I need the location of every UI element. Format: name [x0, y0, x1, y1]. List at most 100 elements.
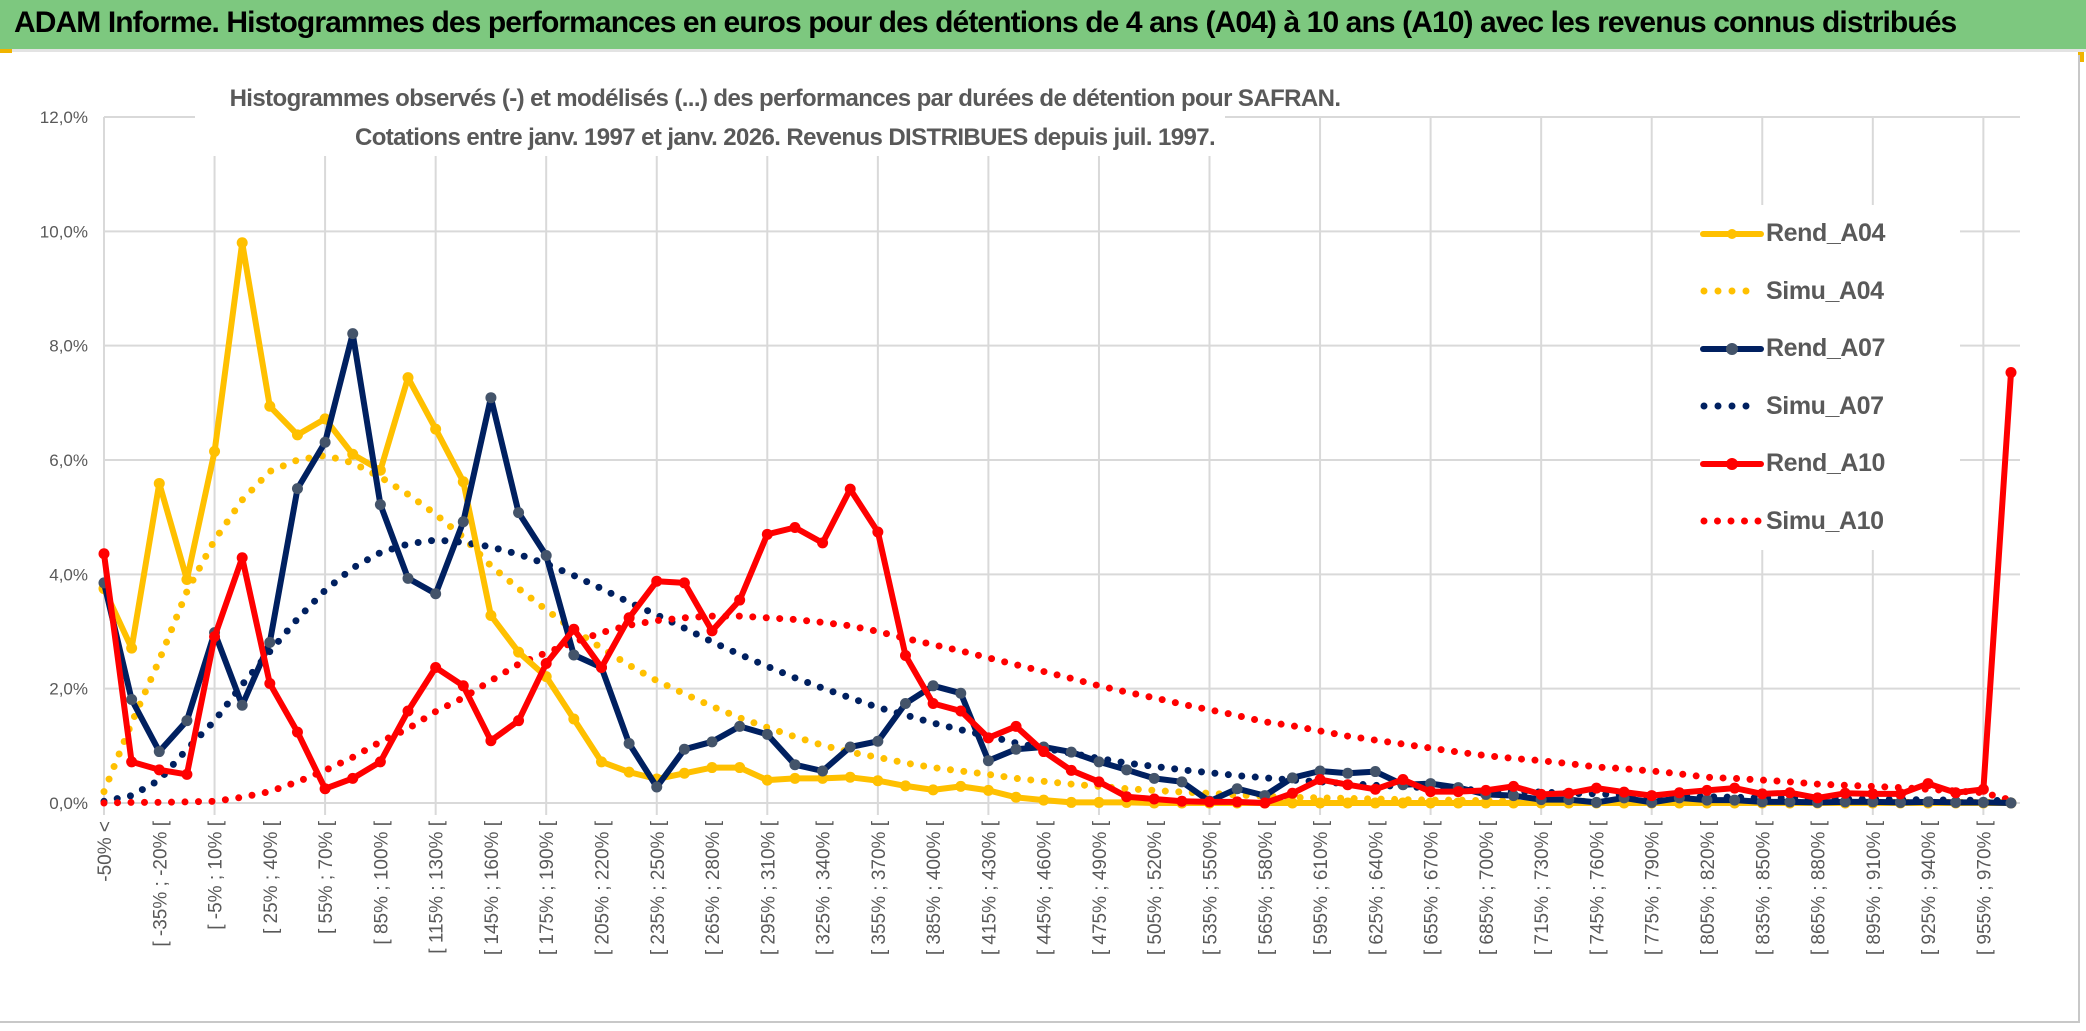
x-tick-label: [ 175% ; 190% [ [537, 820, 558, 955]
data-point [651, 575, 663, 587]
data-point [1812, 792, 1824, 804]
data-point [789, 759, 801, 771]
x-tick-label: [ 505% ; 520% [ [1145, 820, 1166, 955]
data-point [1922, 778, 1934, 790]
data-point [1065, 746, 1077, 758]
data-point [1452, 786, 1464, 798]
data-point [734, 720, 746, 732]
data-point [402, 705, 414, 717]
x-tick-label: [ 805% ; 820% [ [1698, 820, 1719, 955]
legend: Rend_A04 Simu_A04 Rend_A07 Simu_A07 Rend… [1700, 205, 1960, 550]
series-line [101, 369, 2014, 806]
data-point [761, 528, 773, 540]
data-point [291, 429, 303, 441]
data-point [678, 767, 690, 779]
data-point [291, 483, 303, 495]
legend-item-simu-a07[interactable]: Simu_A07 [1700, 378, 1960, 436]
data-point [678, 577, 690, 589]
y-tick-label: 2,0% [49, 680, 88, 699]
data-point [927, 698, 939, 710]
data-point [319, 436, 331, 448]
legend-label: Rend_A07 [1766, 334, 1886, 363]
data-point [98, 548, 110, 560]
series-line [100, 612, 2015, 807]
data-point [264, 678, 276, 690]
data-point [1342, 767, 1354, 779]
data-point [1010, 743, 1022, 755]
data-point [1231, 783, 1243, 795]
data-point [1563, 787, 1575, 799]
y-tick-label: 6,0% [49, 451, 88, 470]
legend-item-rend-a07[interactable]: Rend_A07 [1700, 320, 1960, 378]
data-point [1369, 783, 1381, 795]
data-point [236, 552, 248, 564]
x-tick-label: [ 745% ; 760% [ [1587, 820, 1608, 955]
data-point [734, 594, 746, 606]
x-tick-label: [ 865% ; 880% [ [1809, 820, 1830, 955]
legend-item-rend-a10[interactable]: Rend_A10 [1700, 435, 1960, 493]
data-point [1093, 756, 1105, 768]
data-point [1148, 772, 1160, 784]
data-point [540, 549, 552, 561]
x-tick-label: [ -5% ; 10% [ [206, 820, 227, 929]
data-point [457, 680, 469, 692]
legend-item-simu-a04[interactable]: Simu_A04 [1700, 263, 1960, 321]
data-point [1839, 796, 1851, 808]
data-point [1342, 797, 1354, 809]
x-tick-label: [ 955% ; 970% [ [1974, 820, 1995, 955]
data-point [595, 662, 607, 674]
data-point [927, 680, 939, 692]
legend-dotted-line-icon [1700, 287, 1756, 295]
x-tick-label: [ 445% ; 460% [ [1035, 820, 1056, 955]
series-simu-a10 [100, 612, 2015, 807]
data-point [899, 780, 911, 792]
x-tick-label: [ 715% ; 730% [ [1532, 820, 1553, 955]
data-point [1618, 786, 1630, 798]
data-point [955, 705, 967, 717]
x-tick-label: [ -35% ; -20% [ [150, 820, 171, 946]
legend-label: Rend_A10 [1766, 449, 1886, 478]
data-point [706, 625, 718, 637]
x-tick-label: [ 895% ; 910% [ [1864, 820, 1885, 955]
x-tick-label: [ 355% ; 370% [ [869, 820, 890, 955]
data-point [623, 766, 635, 778]
data-point [1369, 797, 1381, 809]
data-point [623, 612, 635, 624]
data-point [761, 774, 773, 786]
data-point [1701, 784, 1713, 796]
legend-label: Simu_A07 [1766, 391, 1884, 420]
data-point [789, 521, 801, 533]
data-point [872, 775, 884, 787]
x-tick-label: [ 205% ; 220% [ [592, 820, 613, 955]
data-point [1922, 796, 1934, 808]
data-point [457, 476, 469, 488]
x-tick-label: [ 265% ; 280% [ [703, 820, 724, 955]
data-point [1977, 783, 1989, 795]
data-point [347, 448, 359, 460]
x-tick-label: [ 595% ; 610% [ [1311, 820, 1332, 955]
x-tick-label: [ 625% ; 640% [ [1366, 820, 1387, 955]
data-point [319, 783, 331, 795]
legend-solid-line-icon [1700, 342, 1764, 355]
legend-item-rend-a04[interactable]: Rend_A04 [1700, 205, 1960, 263]
x-tick-label: [ 85% ; 100% [ [371, 820, 392, 944]
data-point [1342, 779, 1354, 791]
data-point [430, 588, 442, 600]
data-point [1259, 797, 1271, 809]
data-point [899, 698, 911, 710]
x-tick-label: [ 655% ; 670% [ [1422, 820, 1443, 955]
x-tick-label: -50% < [95, 821, 116, 882]
data-point [2005, 797, 2017, 809]
x-tick-label: [ 535% ; 550% [ [1201, 820, 1222, 955]
data-point [1425, 778, 1437, 790]
legend-item-simu-a10[interactable]: Simu_A10 [1700, 493, 1960, 551]
data-point [817, 765, 829, 777]
data-point [595, 756, 607, 768]
x-tick-label: [ 115% ; 130% [ [427, 820, 448, 953]
x-tick-label: [ 235% ; 250% [ [648, 820, 669, 955]
data-point [1508, 790, 1520, 802]
data-point [457, 516, 469, 528]
report-title: ADAM Informe. Histogrammes des performan… [14, 6, 1957, 39]
report-title-bar: ADAM Informe. Histogrammes des performan… [0, 0, 2086, 52]
data-point [1065, 796, 1077, 808]
